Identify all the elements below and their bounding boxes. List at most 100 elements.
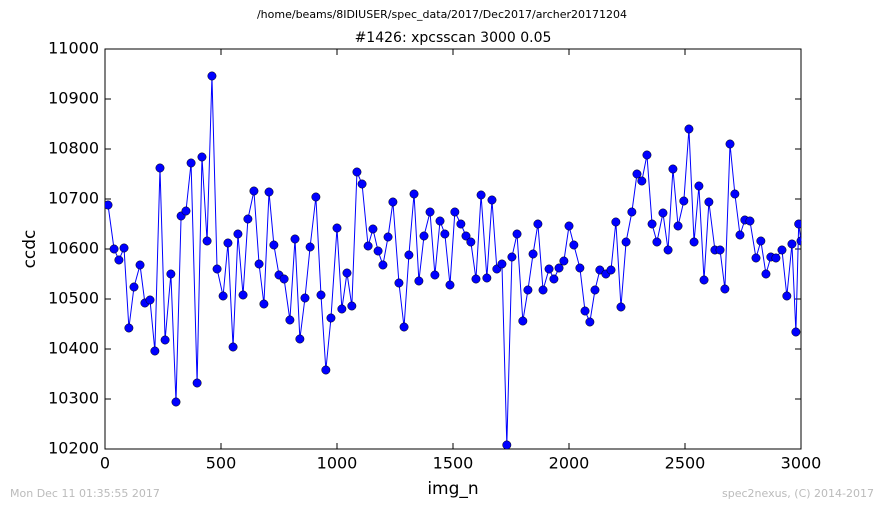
data-point [689,237,699,247]
data-point [632,169,642,179]
data-point [668,164,678,174]
data-point [585,317,595,327]
data-point [720,284,730,294]
data-point [673,221,683,231]
data-point [332,223,342,233]
data-point [368,224,378,234]
data-point [300,293,310,303]
data-point [658,208,668,218]
y-tick-label: 10900 [48,89,99,108]
data-point [419,231,429,241]
x-tick-label: 2000 [549,454,590,473]
suptitle: /home/beams/8IDIUSER/spec_data/2017/Dec2… [257,8,627,21]
data-point [590,285,600,295]
data-point [425,207,435,217]
data-point [456,219,466,229]
data-point [109,244,119,254]
data-point [787,239,797,249]
x-tick-label: 3000 [781,454,822,473]
data-point [652,237,662,247]
data-point [518,316,528,326]
data-point [466,237,476,247]
data-point [497,259,507,269]
data-point [404,250,414,260]
data-point [414,276,424,286]
x-tick-label: 1500 [433,454,474,473]
data-point [363,241,373,251]
data-point [771,253,781,263]
data-point [202,236,212,246]
data-point [487,195,497,205]
data-point [311,192,321,202]
data-point [399,322,409,332]
y-tick-label: 10800 [48,139,99,158]
footer-right: spec2nexus, (C) 2014-2017 [722,487,874,500]
data-point [694,181,704,191]
data-point [352,167,362,177]
plot-frame [104,48,802,450]
data-point [730,189,740,199]
data-point [761,269,771,279]
data-point [192,378,202,388]
data-point [181,206,191,216]
data-point [337,304,347,314]
data-point [777,245,787,255]
footer-left: Mon Dec 11 01:35:55 2017 [10,487,160,500]
data-point [435,216,445,226]
data-point [171,397,181,407]
y-axis-label: ccdc [20,230,40,269]
data-point [197,152,207,162]
data-point [430,270,440,280]
x-tick-label: 0 [100,454,110,473]
data-point [223,238,233,248]
data-point [342,268,352,278]
data-point [704,197,714,207]
data-point [559,256,569,266]
data-point [285,315,295,325]
data-point [249,186,259,196]
data-point [482,273,492,283]
data-point [373,246,383,256]
data-point [145,295,155,305]
data-point [450,207,460,217]
data-point [751,253,761,263]
data-line [107,75,802,446]
data-point [538,285,548,295]
data-point [725,139,735,149]
data-point [616,302,626,312]
y-tick-label: 11000 [48,39,99,58]
data-point [218,291,228,301]
data-point [796,236,801,246]
data-point [575,263,585,273]
data-point [207,71,217,81]
data-point [233,229,243,239]
chart-title: #1426: xpcsscan 3000 0.05 [355,30,552,46]
data-point [782,291,792,301]
data-point [502,440,512,449]
data-point [290,234,300,244]
data-point [569,240,579,250]
data-point [295,334,305,344]
data-point [544,264,554,274]
data-point [316,290,326,300]
data-point [383,232,393,242]
y-tick-label: 10300 [48,389,99,408]
data-point [440,229,450,239]
data-point [735,230,745,240]
y-tick-label: 10500 [48,289,99,308]
data-point [549,274,559,284]
x-tick-label: 500 [206,454,237,473]
data-point [269,240,279,250]
data-point [715,245,725,255]
data-point [155,163,165,173]
data-point [528,249,538,259]
data-point [627,207,637,217]
data-point [564,221,574,231]
data-point [150,346,160,356]
data-point [791,327,801,337]
data-point [124,323,134,333]
x-axis-label: img_n [427,479,478,499]
data-point [642,150,652,160]
data-point [611,217,621,227]
data-point [476,190,486,200]
